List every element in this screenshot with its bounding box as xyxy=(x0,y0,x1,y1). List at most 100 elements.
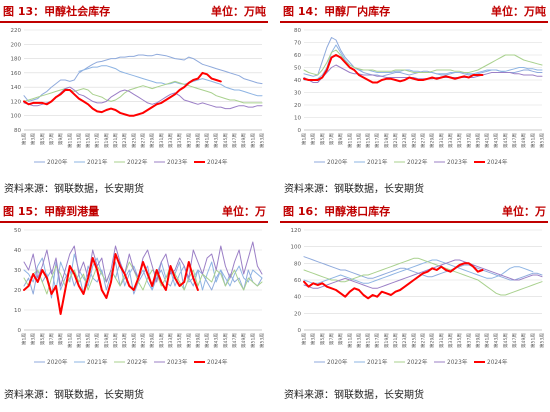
x-tick-label: 第5周 xyxy=(39,133,46,146)
y-tick-label: 80 xyxy=(294,28,301,34)
x-tick-label: 第15周 xyxy=(85,333,92,348)
series-line xyxy=(23,261,263,295)
chart-title: 图 16：甲醇港口库存 xyxy=(283,205,391,218)
x-tick-label: 第33周 xyxy=(447,333,454,348)
x-tick-label: 第47周 xyxy=(511,333,518,348)
x-tick-label: 第51周 xyxy=(529,133,536,148)
legend-label: 2023年 xyxy=(167,358,188,366)
x-tick-label: 第5周 xyxy=(39,333,46,346)
x-tick-label: 第11周 xyxy=(66,133,73,148)
x-tick-label: 第11周 xyxy=(346,333,353,348)
x-tick-label: 第19周 xyxy=(383,133,390,148)
source-note: 资料来源：钢联数据，长安期货 xyxy=(4,390,144,401)
legend-label: 2024年 xyxy=(487,358,508,366)
y-tick-label: 100 xyxy=(11,114,22,120)
x-tick-label: 第39周 xyxy=(474,333,481,348)
x-tick-label: 第19周 xyxy=(383,333,390,348)
y-tick-label: 10 xyxy=(14,308,21,314)
y-tick-label: 120 xyxy=(291,228,302,234)
y-tick-label: 40 xyxy=(294,78,301,84)
x-tick-label: 第53周 xyxy=(259,333,266,348)
chart-unit: 单位：万 xyxy=(222,205,266,218)
x-tick-label: 第1周 xyxy=(301,133,308,146)
chart-port-inventory: 0 20 40 60 80 100 120 第1周 第3周 第5周 第7周 第9周 第11周 第13周 第1… xyxy=(280,224,548,370)
x-tick-label: 第11周 xyxy=(346,133,353,148)
y-tick-label: 220 xyxy=(11,28,22,34)
x-tick-label: 第51周 xyxy=(529,333,536,348)
x-tick-label: 第45周 xyxy=(222,333,229,348)
x-tick-label: 第3周 xyxy=(310,133,317,146)
legend-label: 2020年 xyxy=(327,358,348,366)
x-tick-label: 第3周 xyxy=(30,133,37,146)
y-tick-label: 0 xyxy=(298,328,302,334)
x-tick-label: 第9周 xyxy=(57,133,64,146)
series-line xyxy=(303,256,543,281)
x-tick-label: 第1周 xyxy=(21,133,28,146)
legend-label: 2021年 xyxy=(87,358,108,366)
chart-title: 图 15：甲醇到港量 xyxy=(3,205,100,218)
x-tick-label: 第49周 xyxy=(520,133,527,148)
x-tick-label: 第49周 xyxy=(520,333,527,348)
y-tick-label: 20 xyxy=(294,311,301,317)
x-tick-label: 第21周 xyxy=(392,133,399,148)
x-tick-label: 第47周 xyxy=(511,133,518,148)
x-tick-label: 第7周 xyxy=(48,133,55,146)
chart-title: 图 14：甲醇厂内库存 xyxy=(283,5,391,18)
panel-header: 图 16：甲醇港口库存 单位：万 xyxy=(280,200,548,223)
x-tick-label: 第9周 xyxy=(57,333,64,346)
chart-title: 图 13：甲醇社会库存 xyxy=(3,5,111,18)
x-tick-label: 第37周 xyxy=(465,133,472,148)
x-tick-label: 第25周 xyxy=(410,133,417,148)
y-tick-label: 180 xyxy=(11,57,22,63)
y-tick-label: 50 xyxy=(14,228,21,234)
x-tick-label: 第29周 xyxy=(149,133,156,148)
y-tick-label: 20 xyxy=(294,103,301,109)
y-tick-label: 0 xyxy=(18,328,22,334)
y-tick-label: 70 xyxy=(294,41,301,47)
legend-label: 2022年 xyxy=(127,358,148,366)
series-line xyxy=(23,71,222,117)
legend-label: 2023年 xyxy=(447,158,468,166)
y-tick-label: 40 xyxy=(14,248,21,254)
x-tick-label: 第13周 xyxy=(355,133,362,148)
x-tick-label: 第17周 xyxy=(374,133,381,148)
legend-label: 2022年 xyxy=(407,358,428,366)
legend-label: 2021年 xyxy=(87,158,108,166)
x-tick-label: 第31周 xyxy=(438,333,445,348)
legend-label: 2024年 xyxy=(207,358,228,366)
x-tick-label: 第19周 xyxy=(103,333,110,348)
x-tick-label: 第15周 xyxy=(365,133,372,148)
y-tick-label: 120 xyxy=(11,99,22,105)
chart-port-arrivals: 0 10 20 30 40 50 第1周 第3周 第5周 第7周 第9周 第11周 第13周 第15周 第1… xyxy=(0,224,268,370)
x-tick-label: 第37周 xyxy=(465,333,472,348)
panel-factory-inventory: 图 14：甲醇厂内库存 单位：万吨 0 10 20 30 40 50 60 70 80 第1周 第3… xyxy=(280,0,548,200)
panel-header: 图 14：甲醇厂内库存 单位：万吨 xyxy=(280,0,548,23)
y-tick-label: 10 xyxy=(294,116,301,122)
source-note: 资料来源：钢联数据，长安期货 xyxy=(284,390,424,401)
x-tick-label: 第17周 xyxy=(374,333,381,348)
x-tick-label: 第51周 xyxy=(249,133,256,148)
chart-unit: 单位：万 xyxy=(502,205,546,218)
x-tick-label: 第5周 xyxy=(319,133,326,146)
x-tick-label: 第1周 xyxy=(301,333,308,346)
legend-label: 2020年 xyxy=(47,358,68,366)
x-tick-label: 第35周 xyxy=(456,333,463,348)
x-tick-label: 第3周 xyxy=(30,333,37,346)
x-tick-label: 第33周 xyxy=(167,333,174,348)
x-tick-label: 第45周 xyxy=(222,133,229,148)
x-tick-label: 第21周 xyxy=(392,333,399,348)
series-line xyxy=(23,53,263,102)
series-line xyxy=(78,65,263,97)
y-tick-label: 200 xyxy=(11,42,22,48)
panel-port-inventory: 图 16：甲醇港口库存 单位：万 0 20 40 60 80 100 120 第1周 第3周 第5… xyxy=(280,200,548,401)
chart-factory-inventory: 0 10 20 30 40 50 60 70 80 第1周 第3周 第5周 第7周 第9周 第11周 第13周… xyxy=(280,24,548,170)
x-tick-label: 第25周 xyxy=(130,133,137,148)
x-tick-label: 第5周 xyxy=(319,333,326,346)
series-line xyxy=(23,253,263,291)
series-line xyxy=(303,262,484,300)
x-tick-label: 第23周 xyxy=(121,333,128,348)
x-tick-label: 第3周 xyxy=(310,333,317,346)
y-tick-label: 60 xyxy=(294,278,301,284)
chart-svg: 0 10 20 30 40 50 60 70 80 第1周 第3周 第5周 第7周 第9周 第11周 第13周… xyxy=(294,28,546,166)
